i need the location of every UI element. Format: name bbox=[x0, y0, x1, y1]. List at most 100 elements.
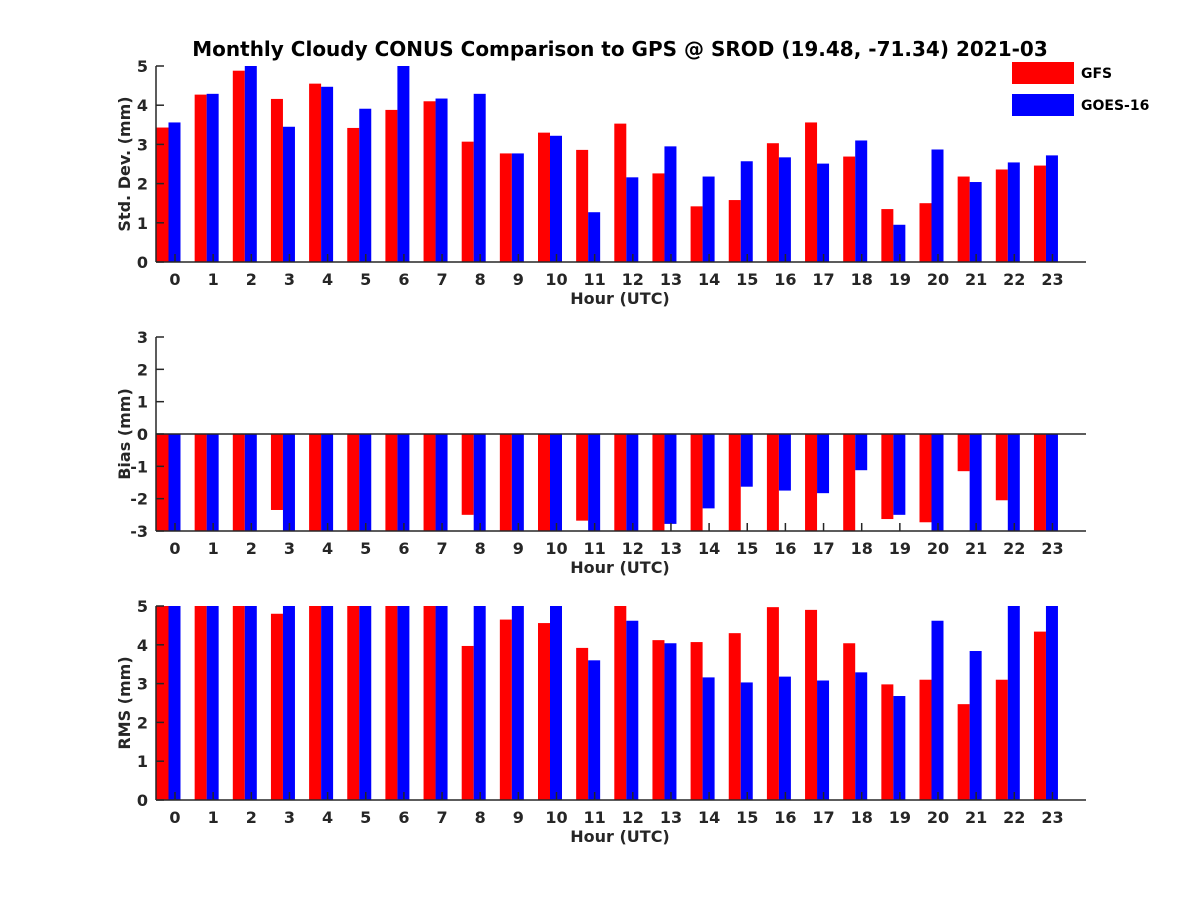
bar-std-gfs-0 bbox=[156, 127, 169, 262]
bar-bias-goes-16-20 bbox=[931, 434, 944, 531]
x-tick-label-bias: 11 bbox=[584, 539, 606, 558]
legend-label-gfs: GFS bbox=[1081, 66, 1112, 82]
x-tick-label-bias: 18 bbox=[851, 539, 873, 558]
bar-rms-goes-16-6 bbox=[397, 606, 410, 800]
x-tick-label-std: 19 bbox=[889, 270, 911, 289]
bar-bias-goes-16-21 bbox=[969, 434, 982, 531]
bar-bias-gfs-3 bbox=[270, 434, 283, 510]
y-tick-label-bias: 3 bbox=[137, 328, 148, 347]
bar-bias-gfs-12 bbox=[614, 434, 627, 531]
bar-rms-goes-16-4 bbox=[321, 606, 334, 800]
x-tick-label-rms: 1 bbox=[208, 808, 219, 827]
bar-bias-goes-16-6 bbox=[397, 434, 410, 531]
bar-bias-goes-16-12 bbox=[626, 434, 639, 531]
bar-std-gfs-9 bbox=[499, 153, 512, 262]
x-tick-label-rms: 7 bbox=[436, 808, 447, 827]
x-tick-label-bias: 1 bbox=[208, 539, 219, 558]
y-axis-label-bias: Bias (mm) bbox=[115, 388, 134, 480]
y-axis-label-rms: RMS (mm) bbox=[115, 656, 134, 749]
x-tick-label-std: 17 bbox=[812, 270, 834, 289]
x-tick-label-rms: 14 bbox=[698, 808, 720, 827]
bar-bias-goes-16-22 bbox=[1007, 434, 1020, 531]
x-axis-label-rms: Hour (UTC) bbox=[570, 827, 670, 846]
x-tick-label-std: 1 bbox=[208, 270, 219, 289]
bar-rms-goes-16-20 bbox=[931, 620, 944, 800]
x-tick-label-bias: 15 bbox=[736, 539, 758, 558]
x-tick-label-std: 9 bbox=[513, 270, 524, 289]
bar-std-gfs-10 bbox=[538, 132, 550, 262]
legend: GFS GOES-16 bbox=[1012, 62, 1149, 116]
legend-label-goes-16: GOES-16 bbox=[1081, 98, 1149, 114]
bar-bias-goes-16-1 bbox=[206, 434, 219, 531]
bar-std-goes-16-12 bbox=[626, 177, 639, 262]
bar-bias-goes-16-11 bbox=[588, 434, 601, 531]
bar-bias-goes-16-7 bbox=[435, 434, 448, 531]
bar-std-gfs-5 bbox=[347, 127, 360, 262]
x-tick-label-std: 3 bbox=[284, 270, 295, 289]
bar-std-gfs-13 bbox=[652, 173, 665, 262]
bar-rms-gfs-20 bbox=[919, 679, 932, 800]
x-tick-label-bias: 6 bbox=[398, 539, 409, 558]
bar-bias-gfs-20 bbox=[919, 434, 932, 523]
bar-bias-gfs-6 bbox=[385, 434, 398, 531]
bar-bias-goes-16-17 bbox=[817, 434, 830, 494]
bar-std-goes-16-0 bbox=[168, 122, 181, 262]
bar-std-goes-16-14 bbox=[702, 176, 715, 262]
y-tick-label-std: 2 bbox=[137, 175, 148, 194]
y-tick-label-std: 1 bbox=[137, 214, 148, 233]
bar-rms-goes-16-19 bbox=[893, 696, 906, 800]
x-tick-label-bias: 0 bbox=[169, 539, 180, 558]
x-tick-label-rms: 8 bbox=[475, 808, 486, 827]
x-tick-label-bias: 13 bbox=[660, 539, 682, 558]
bar-bias-gfs-15 bbox=[728, 434, 741, 531]
bar-rms-goes-16-9 bbox=[511, 606, 524, 800]
bar-std-gfs-8 bbox=[461, 141, 474, 262]
bar-bias-goes-16-2 bbox=[244, 434, 257, 531]
bar-bias-gfs-5 bbox=[347, 434, 360, 531]
y-tick-label-rms: 3 bbox=[137, 675, 148, 694]
bar-rms-gfs-6 bbox=[385, 606, 398, 800]
x-tick-label-rms: 10 bbox=[545, 808, 567, 827]
bar-bias-gfs-11 bbox=[576, 434, 589, 521]
bar-std-goes-16-6 bbox=[397, 66, 410, 262]
bar-std-goes-16-4 bbox=[321, 86, 334, 262]
bar-bias-gfs-10 bbox=[538, 434, 550, 531]
bar-bias-goes-16-15 bbox=[740, 434, 753, 487]
x-tick-label-bias: 19 bbox=[889, 539, 911, 558]
x-tick-label-rms: 0 bbox=[169, 808, 180, 827]
y-tick-label-bias: 1 bbox=[137, 393, 148, 412]
bar-bias-goes-16-14 bbox=[702, 434, 715, 509]
bar-std-gfs-1 bbox=[194, 94, 207, 263]
bar-rms-goes-16-0 bbox=[168, 606, 181, 800]
x-tick-label-bias: 20 bbox=[927, 539, 949, 558]
y-tick-label-std: 0 bbox=[137, 253, 148, 272]
bar-bias-gfs-23 bbox=[1033, 434, 1046, 531]
x-tick-label-std: 14 bbox=[698, 270, 720, 289]
bar-rms-gfs-8 bbox=[461, 645, 474, 800]
y-tick-label-std: 3 bbox=[137, 135, 148, 154]
bar-std-goes-16-13 bbox=[664, 146, 677, 262]
bar-std-goes-16-11 bbox=[588, 212, 601, 262]
bar-bias-goes-16-23 bbox=[1045, 434, 1058, 531]
bar-bias-gfs-4 bbox=[309, 434, 322, 531]
bar-rms-gfs-13 bbox=[652, 640, 665, 800]
x-tick-label-bias: 9 bbox=[513, 539, 524, 558]
x-tick-label-std: 12 bbox=[622, 270, 644, 289]
x-tick-label-bias: 17 bbox=[812, 539, 834, 558]
x-tick-label-bias: 3 bbox=[284, 539, 295, 558]
x-tick-label-std: 15 bbox=[736, 270, 758, 289]
x-tick-label-std: 20 bbox=[927, 270, 949, 289]
x-tick-label-bias: 10 bbox=[545, 539, 567, 558]
bar-std-goes-16-2 bbox=[244, 66, 257, 262]
bar-bias-goes-16-0 bbox=[168, 434, 181, 531]
bar-rms-goes-16-17 bbox=[817, 680, 830, 800]
bar-rms-gfs-16 bbox=[766, 607, 779, 800]
bar-std-goes-16-18 bbox=[855, 140, 868, 262]
y-tick-label-bias: -1 bbox=[130, 457, 148, 476]
bar-bias-goes-16-9 bbox=[511, 434, 524, 531]
y-tick-label-bias: 0 bbox=[137, 425, 148, 444]
bar-std-gfs-11 bbox=[576, 149, 589, 262]
x-tick-label-std: 5 bbox=[360, 270, 371, 289]
x-tick-label-rms: 22 bbox=[1003, 808, 1025, 827]
